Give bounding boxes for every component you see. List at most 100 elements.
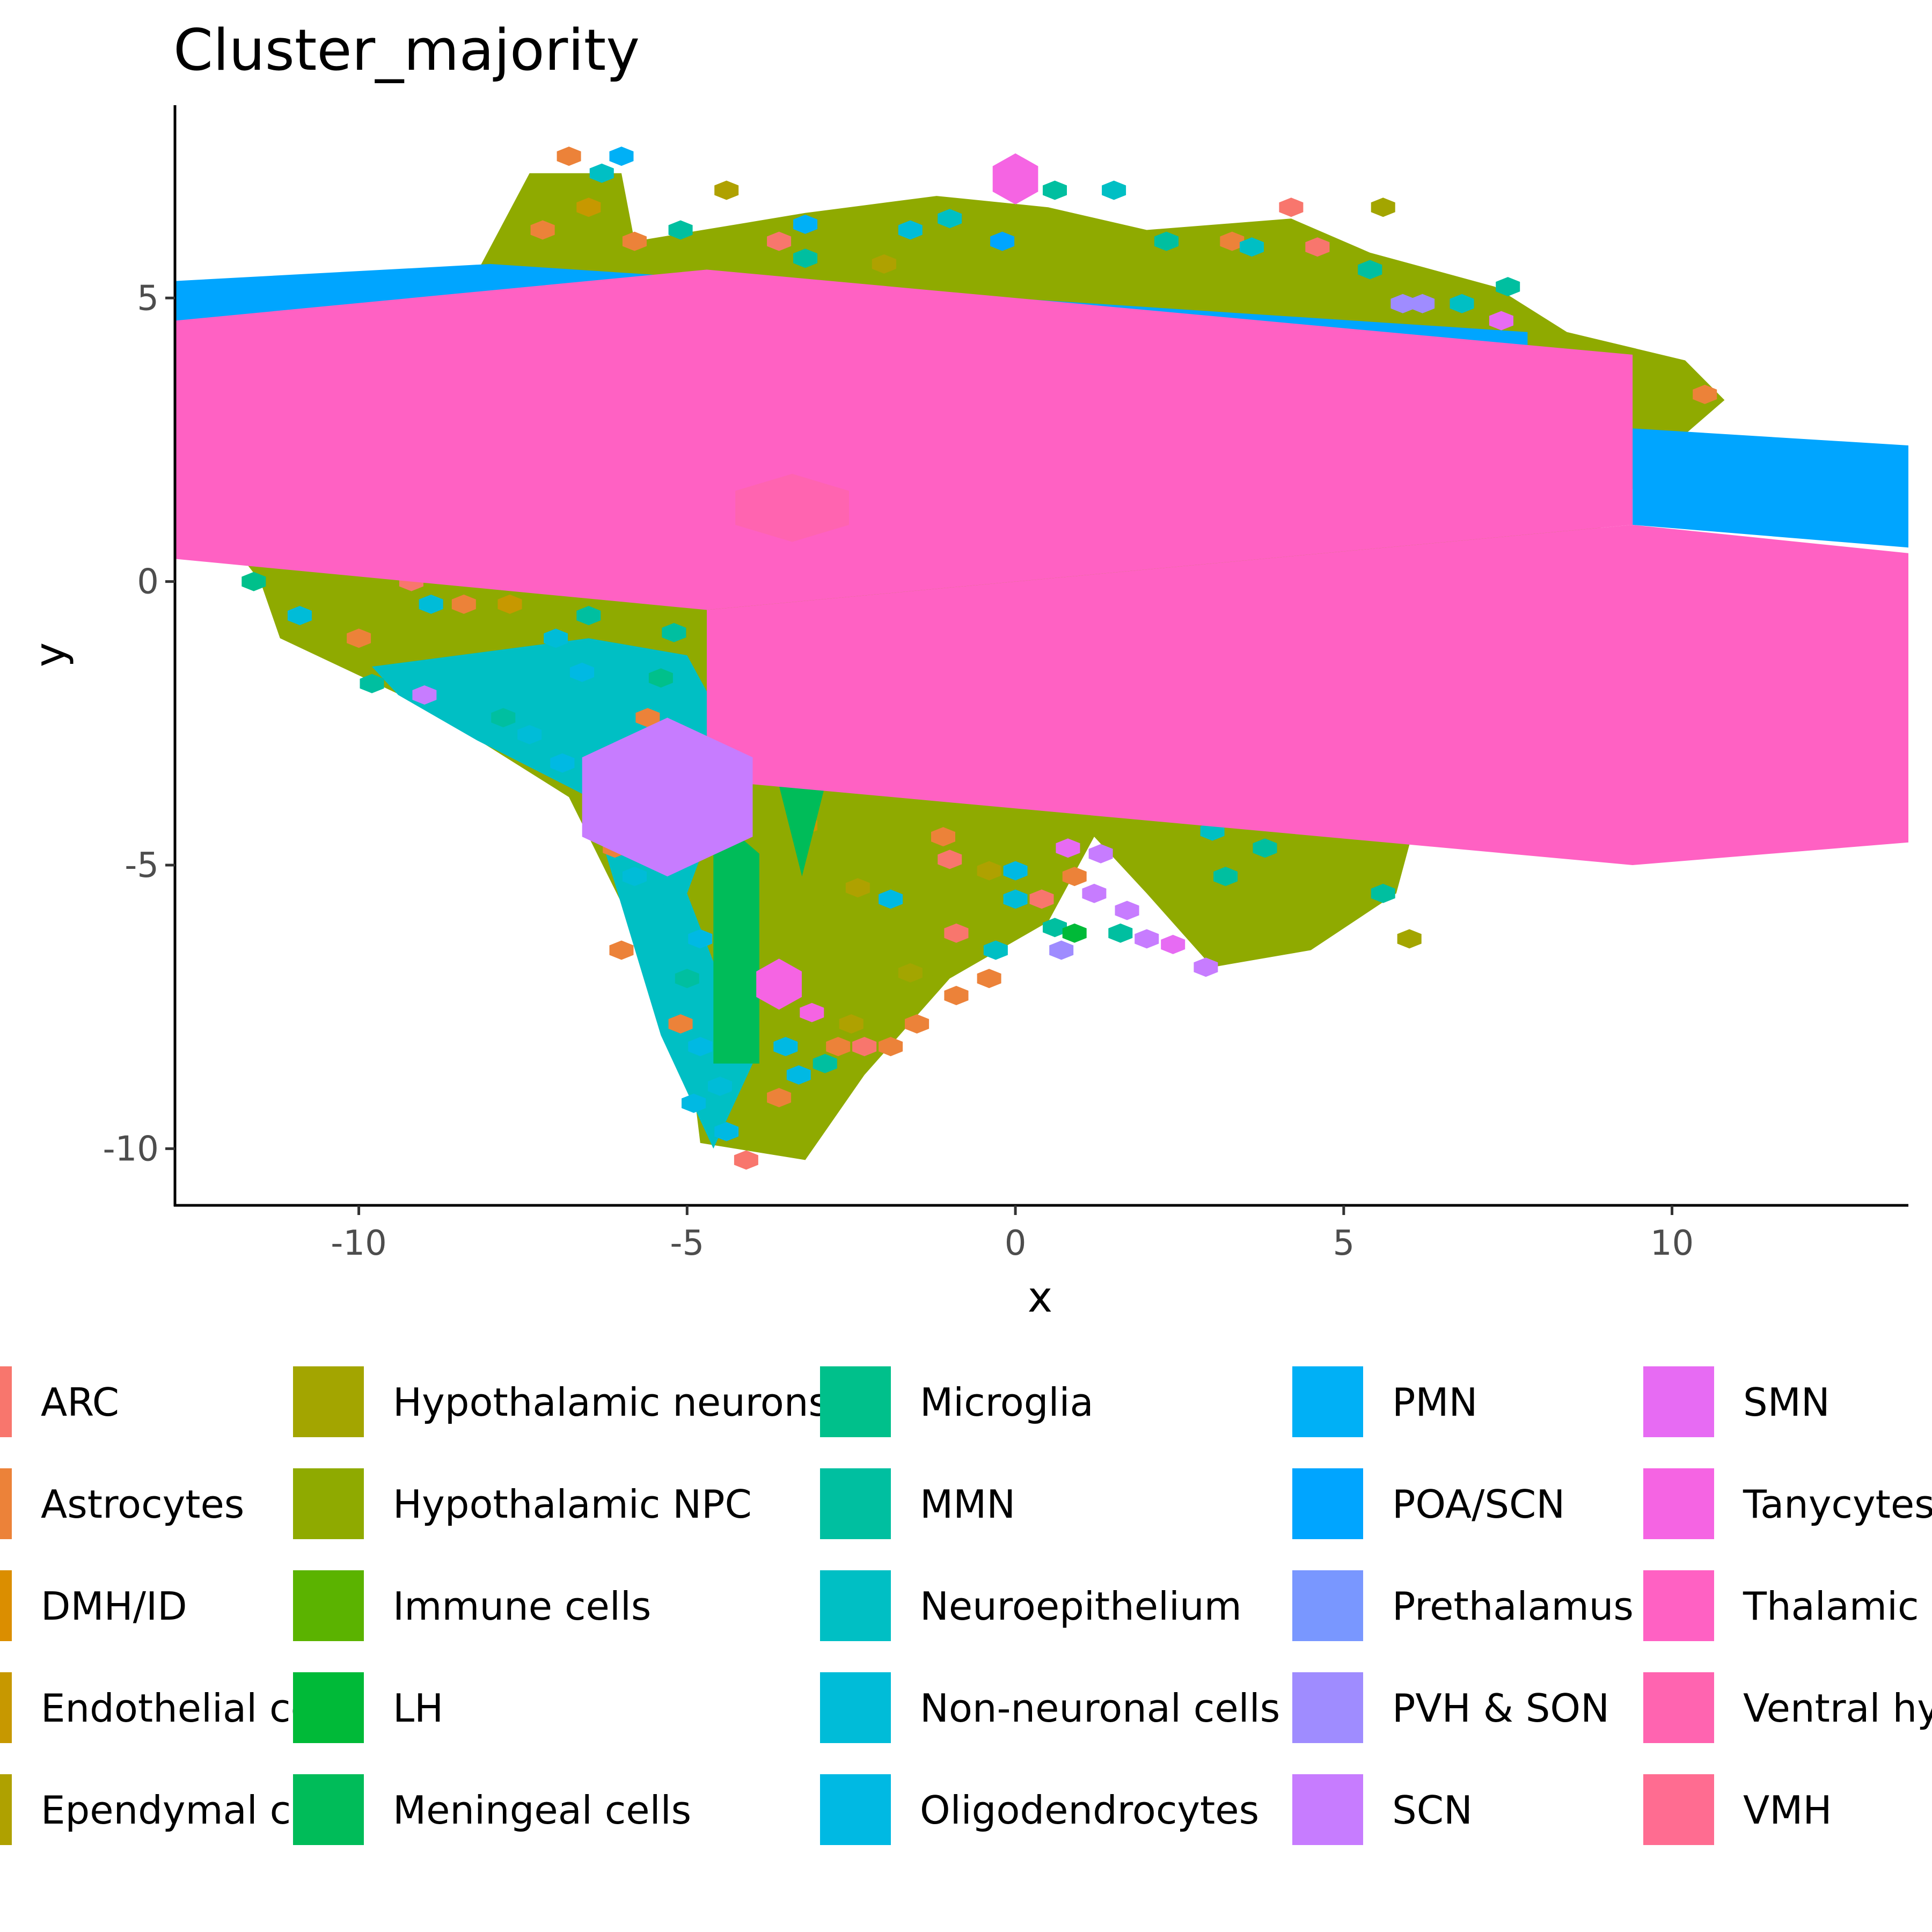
legend-label-15: PMN bbox=[1392, 1380, 1477, 1425]
legend-label-21: Tanycytes bbox=[1743, 1482, 1932, 1527]
big-hex-1 bbox=[735, 473, 849, 542]
hex-cell-2 bbox=[609, 147, 634, 166]
y-tick-label-1: -5 bbox=[125, 846, 159, 885]
band-3 bbox=[707, 525, 1908, 865]
hex-cell-11 bbox=[872, 254, 896, 274]
hex-cell-85 bbox=[879, 889, 903, 909]
hex-cell-106 bbox=[1194, 957, 1218, 977]
hex-cell-56 bbox=[517, 724, 542, 744]
legend-key-14 bbox=[820, 1774, 891, 1845]
legend-key-13 bbox=[820, 1672, 891, 1743]
hex-cell-102 bbox=[1135, 929, 1159, 949]
hex-cell-4 bbox=[622, 231, 647, 251]
hex-cell-120 bbox=[1371, 883, 1395, 903]
hex-cell-76 bbox=[944, 986, 969, 1005]
legend-label-20: SMN bbox=[1743, 1380, 1830, 1425]
hex-cell-108 bbox=[1213, 867, 1238, 887]
hex-cell-20 bbox=[1279, 197, 1304, 217]
x-tick-label-2: 0 bbox=[1005, 1224, 1027, 1263]
hex-cell-104 bbox=[1049, 940, 1074, 960]
hex-cell-71 bbox=[786, 1065, 811, 1085]
hex-cell-17 bbox=[1154, 231, 1179, 251]
hex-cell-25 bbox=[1391, 294, 1415, 313]
hex-cell-59 bbox=[622, 867, 647, 887]
hex-cell-68 bbox=[714, 1122, 739, 1141]
legend-key-8 bbox=[293, 1672, 364, 1743]
hex-cell-70 bbox=[767, 1088, 792, 1108]
hex-cell-52 bbox=[648, 668, 673, 688]
legend-key-7 bbox=[293, 1570, 364, 1641]
hex-cell-65 bbox=[688, 1037, 713, 1057]
legend-key-23 bbox=[1643, 1672, 1714, 1743]
hex-cell-15 bbox=[1043, 180, 1067, 200]
hex-cell-88 bbox=[938, 850, 962, 869]
legend-key-16 bbox=[1292, 1468, 1363, 1539]
legend-label-23: Ventral hy bbox=[1743, 1686, 1932, 1731]
hex-cell-83 bbox=[845, 878, 870, 898]
hex-cell-48 bbox=[576, 606, 601, 625]
legend-key-21 bbox=[1643, 1468, 1714, 1539]
hex-cell-9 bbox=[767, 231, 792, 251]
hex-cell-49 bbox=[609, 651, 634, 671]
hex-cell-55 bbox=[550, 753, 575, 773]
hex-cell-53 bbox=[635, 708, 660, 728]
hex-cell-42 bbox=[412, 685, 437, 705]
legend-key-15 bbox=[1292, 1366, 1363, 1437]
legend-key-1 bbox=[0, 1468, 12, 1539]
hex-cell-50 bbox=[570, 662, 595, 682]
hex-cell-18 bbox=[1220, 231, 1245, 251]
x-tick-label-1: -5 bbox=[670, 1224, 704, 1263]
hex-cell-110 bbox=[1088, 844, 1113, 863]
hex-cell-3 bbox=[576, 197, 601, 217]
hex-cell-27 bbox=[1489, 311, 1513, 331]
legend-key-2 bbox=[0, 1570, 12, 1641]
big-hex-3 bbox=[756, 958, 802, 1010]
hex-cell-19 bbox=[1240, 237, 1264, 257]
hex-cell-101 bbox=[1115, 901, 1139, 920]
legend-label-16: POA/SCN bbox=[1392, 1482, 1565, 1527]
hex-cell-73 bbox=[852, 1037, 877, 1057]
legend-label-5: Hypothalamic neurons bbox=[393, 1380, 829, 1425]
hex-cell-24 bbox=[1410, 294, 1435, 313]
hex-cell-5 bbox=[530, 220, 555, 240]
hex-cell-0 bbox=[557, 147, 581, 166]
legend-key-3 bbox=[0, 1672, 12, 1743]
legend-key-10 bbox=[820, 1366, 891, 1437]
hex-cell-99 bbox=[1043, 918, 1067, 938]
legend-label-6: Hypothalamic NPC bbox=[393, 1482, 752, 1527]
legend-key-5 bbox=[293, 1366, 364, 1437]
hex-cell-93 bbox=[977, 861, 1001, 881]
hex-cell-79 bbox=[773, 1037, 798, 1057]
hex-cell-87 bbox=[931, 827, 955, 847]
hex-cell-92 bbox=[898, 963, 923, 983]
legend-label-24: VMH bbox=[1743, 1788, 1832, 1833]
hex-cell-16 bbox=[1102, 180, 1126, 200]
hex-cell-13 bbox=[990, 231, 1015, 251]
hex-cell-28 bbox=[1496, 277, 1520, 297]
legend-label-0: ARC bbox=[41, 1380, 119, 1425]
x-tick-label-3: 5 bbox=[1333, 1224, 1355, 1263]
band-2 bbox=[175, 269, 1633, 610]
hex-cell-78 bbox=[839, 1014, 863, 1034]
hex-cell-86 bbox=[865, 832, 890, 852]
hex-cell-45 bbox=[451, 594, 476, 614]
hex-cell-81 bbox=[800, 1002, 824, 1022]
hex-cell-57 bbox=[491, 708, 516, 728]
legend-key-17 bbox=[1292, 1570, 1363, 1641]
legend-key-4 bbox=[0, 1774, 12, 1845]
axes: -10 -5 0 5 10 -10 -5 0 5 bbox=[103, 105, 1908, 1263]
hex-cell-51 bbox=[662, 623, 686, 642]
hex-cell-80 bbox=[813, 1053, 837, 1073]
shape-4 bbox=[713, 837, 759, 1064]
legend-label-8: LH bbox=[393, 1686, 443, 1731]
hex-cell-39 bbox=[287, 606, 312, 625]
hex-cell-63 bbox=[675, 969, 699, 989]
big-hex-2 bbox=[992, 153, 1038, 204]
hex-cell-67 bbox=[682, 1093, 706, 1113]
legend-label-17: Prethalamus bbox=[1392, 1584, 1634, 1629]
hex-cell-61 bbox=[688, 929, 713, 949]
hex-cell-62 bbox=[609, 940, 634, 960]
hex-cell-84 bbox=[819, 889, 844, 909]
band-1 bbox=[1633, 428, 1908, 548]
hex-cell-21 bbox=[1305, 237, 1330, 257]
